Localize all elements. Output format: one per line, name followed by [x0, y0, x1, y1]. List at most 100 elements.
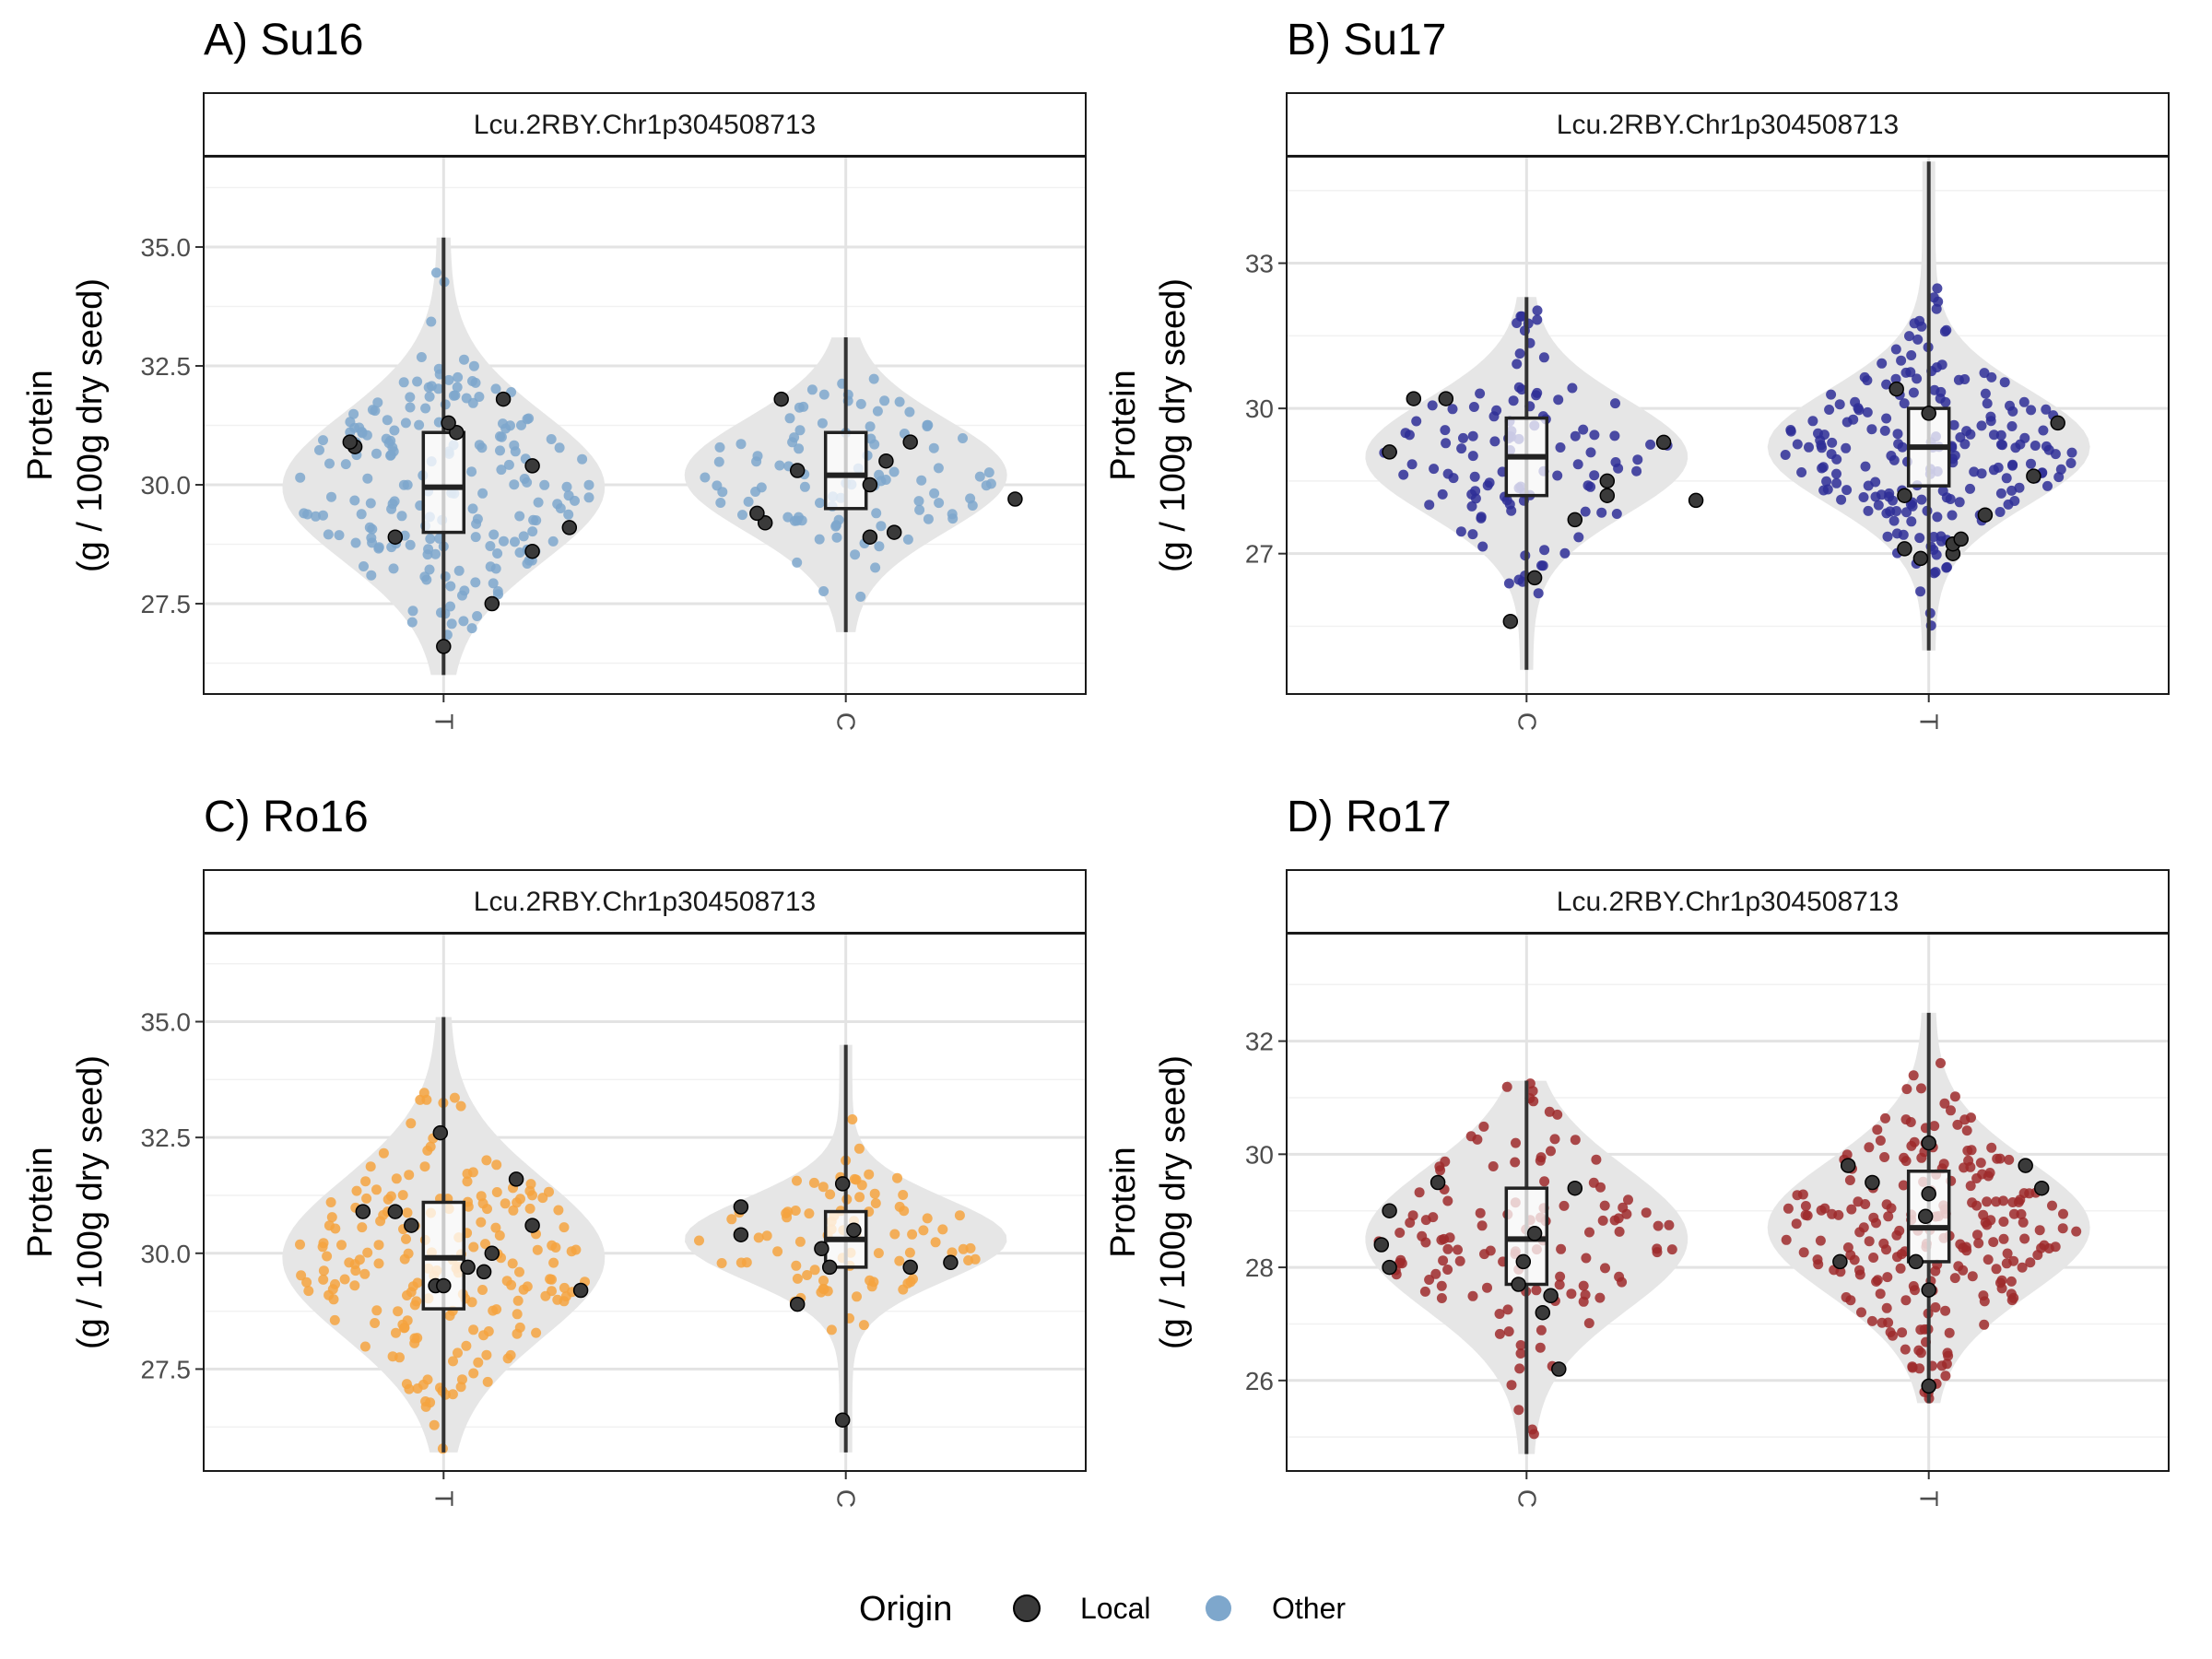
point-other — [1915, 1347, 1926, 1359]
point-other — [1868, 1212, 1879, 1223]
point-other — [477, 488, 488, 499]
y-tick-label: 27.5 — [141, 590, 192, 618]
point-other — [1653, 1220, 1664, 1231]
point-other — [1513, 1405, 1524, 1416]
point-other — [934, 498, 945, 509]
point-other — [1822, 484, 1833, 495]
point-other — [1544, 1106, 1555, 1117]
point-other — [1979, 368, 1990, 379]
point-other — [1912, 334, 1924, 345]
point-other — [555, 503, 566, 513]
point-other — [476, 1217, 487, 1228]
point-other — [1467, 1290, 1478, 1301]
legend: Origin Local Other — [859, 1590, 1346, 1629]
point-other — [414, 419, 425, 430]
y-tick-label: 32.5 — [141, 1124, 192, 1152]
point-other — [1932, 512, 1943, 523]
point-other — [336, 1240, 347, 1251]
point-other — [715, 498, 726, 508]
point-other — [326, 491, 336, 502]
point-other — [1567, 382, 1578, 394]
point-other — [855, 591, 866, 602]
point-other — [726, 1214, 737, 1225]
point-local — [1502, 613, 1519, 629]
point-other — [1584, 1227, 1594, 1238]
point-other — [518, 531, 529, 542]
point-local — [495, 391, 512, 407]
point-other — [522, 414, 533, 425]
point-other — [818, 1182, 829, 1193]
point-other — [553, 1205, 564, 1216]
point-other — [1792, 439, 1803, 450]
point-other — [791, 1260, 802, 1271]
point-other — [468, 1324, 479, 1335]
point-other — [1407, 1210, 1418, 1221]
point-other — [1952, 1119, 1963, 1130]
point-other — [802, 1270, 813, 1280]
group-T — [1767, 161, 2090, 651]
point-other — [1932, 283, 1943, 294]
point-other — [1908, 387, 1919, 398]
point-other — [472, 513, 483, 524]
point-other — [1915, 1324, 1926, 1335]
point-other — [1780, 450, 1791, 460]
point-local — [387, 529, 404, 545]
point-other — [350, 537, 361, 548]
point-other — [547, 1286, 557, 1297]
point-other — [405, 539, 416, 550]
point-other — [1916, 1152, 1927, 1163]
point-other — [1982, 1196, 1993, 1207]
point-other — [1556, 1243, 1567, 1254]
point-other — [420, 403, 431, 414]
point-other — [2002, 1248, 2013, 1259]
point-other — [318, 1265, 329, 1277]
point-other — [510, 446, 521, 457]
point-other — [467, 1167, 478, 1178]
point-other — [373, 1240, 384, 1251]
point-other — [1447, 404, 1458, 415]
point-other — [1611, 509, 1622, 519]
point-other — [1439, 1233, 1450, 1244]
point-other — [1983, 1254, 1994, 1265]
point-other — [1631, 465, 1642, 477]
point-other — [894, 396, 905, 407]
point-other — [1427, 400, 1438, 411]
point-other — [468, 1241, 479, 1253]
point-other — [490, 1222, 501, 1233]
point-other — [1901, 507, 1912, 518]
point-other — [466, 466, 477, 477]
point-other — [874, 541, 885, 552]
point-other — [2065, 458, 2077, 468]
point-other — [1552, 1109, 1563, 1120]
point-other — [1905, 367, 1916, 378]
y-tick-label: 35.0 — [141, 233, 192, 262]
point-other — [830, 521, 841, 532]
point-other — [445, 601, 455, 612]
point-local — [1897, 541, 1912, 557]
point-other — [295, 1239, 305, 1250]
point-other — [1906, 350, 1917, 360]
y-tick-label: 30 — [1245, 394, 1274, 423]
point-other — [1424, 1275, 1435, 1285]
y-tick-label: 26 — [1245, 1367, 1274, 1395]
point-other — [808, 1177, 819, 1188]
y-axis-title: Protein — [21, 370, 60, 480]
point-other — [774, 460, 785, 471]
point-other — [898, 1190, 909, 1200]
point-other — [356, 509, 367, 520]
point-other — [1940, 396, 1951, 407]
point-other — [1791, 1218, 1802, 1230]
point-other — [407, 1281, 418, 1292]
point-other — [1862, 406, 1873, 418]
point-other — [1985, 411, 1996, 422]
point-other — [1971, 1200, 1983, 1211]
point-other — [452, 382, 463, 393]
point-other — [396, 511, 407, 522]
point-other — [1896, 1249, 1907, 1260]
point-other — [1965, 429, 1976, 440]
point-other — [554, 442, 565, 453]
point-local — [834, 1412, 851, 1428]
point-other — [559, 1222, 570, 1233]
point-other — [1482, 480, 1493, 491]
